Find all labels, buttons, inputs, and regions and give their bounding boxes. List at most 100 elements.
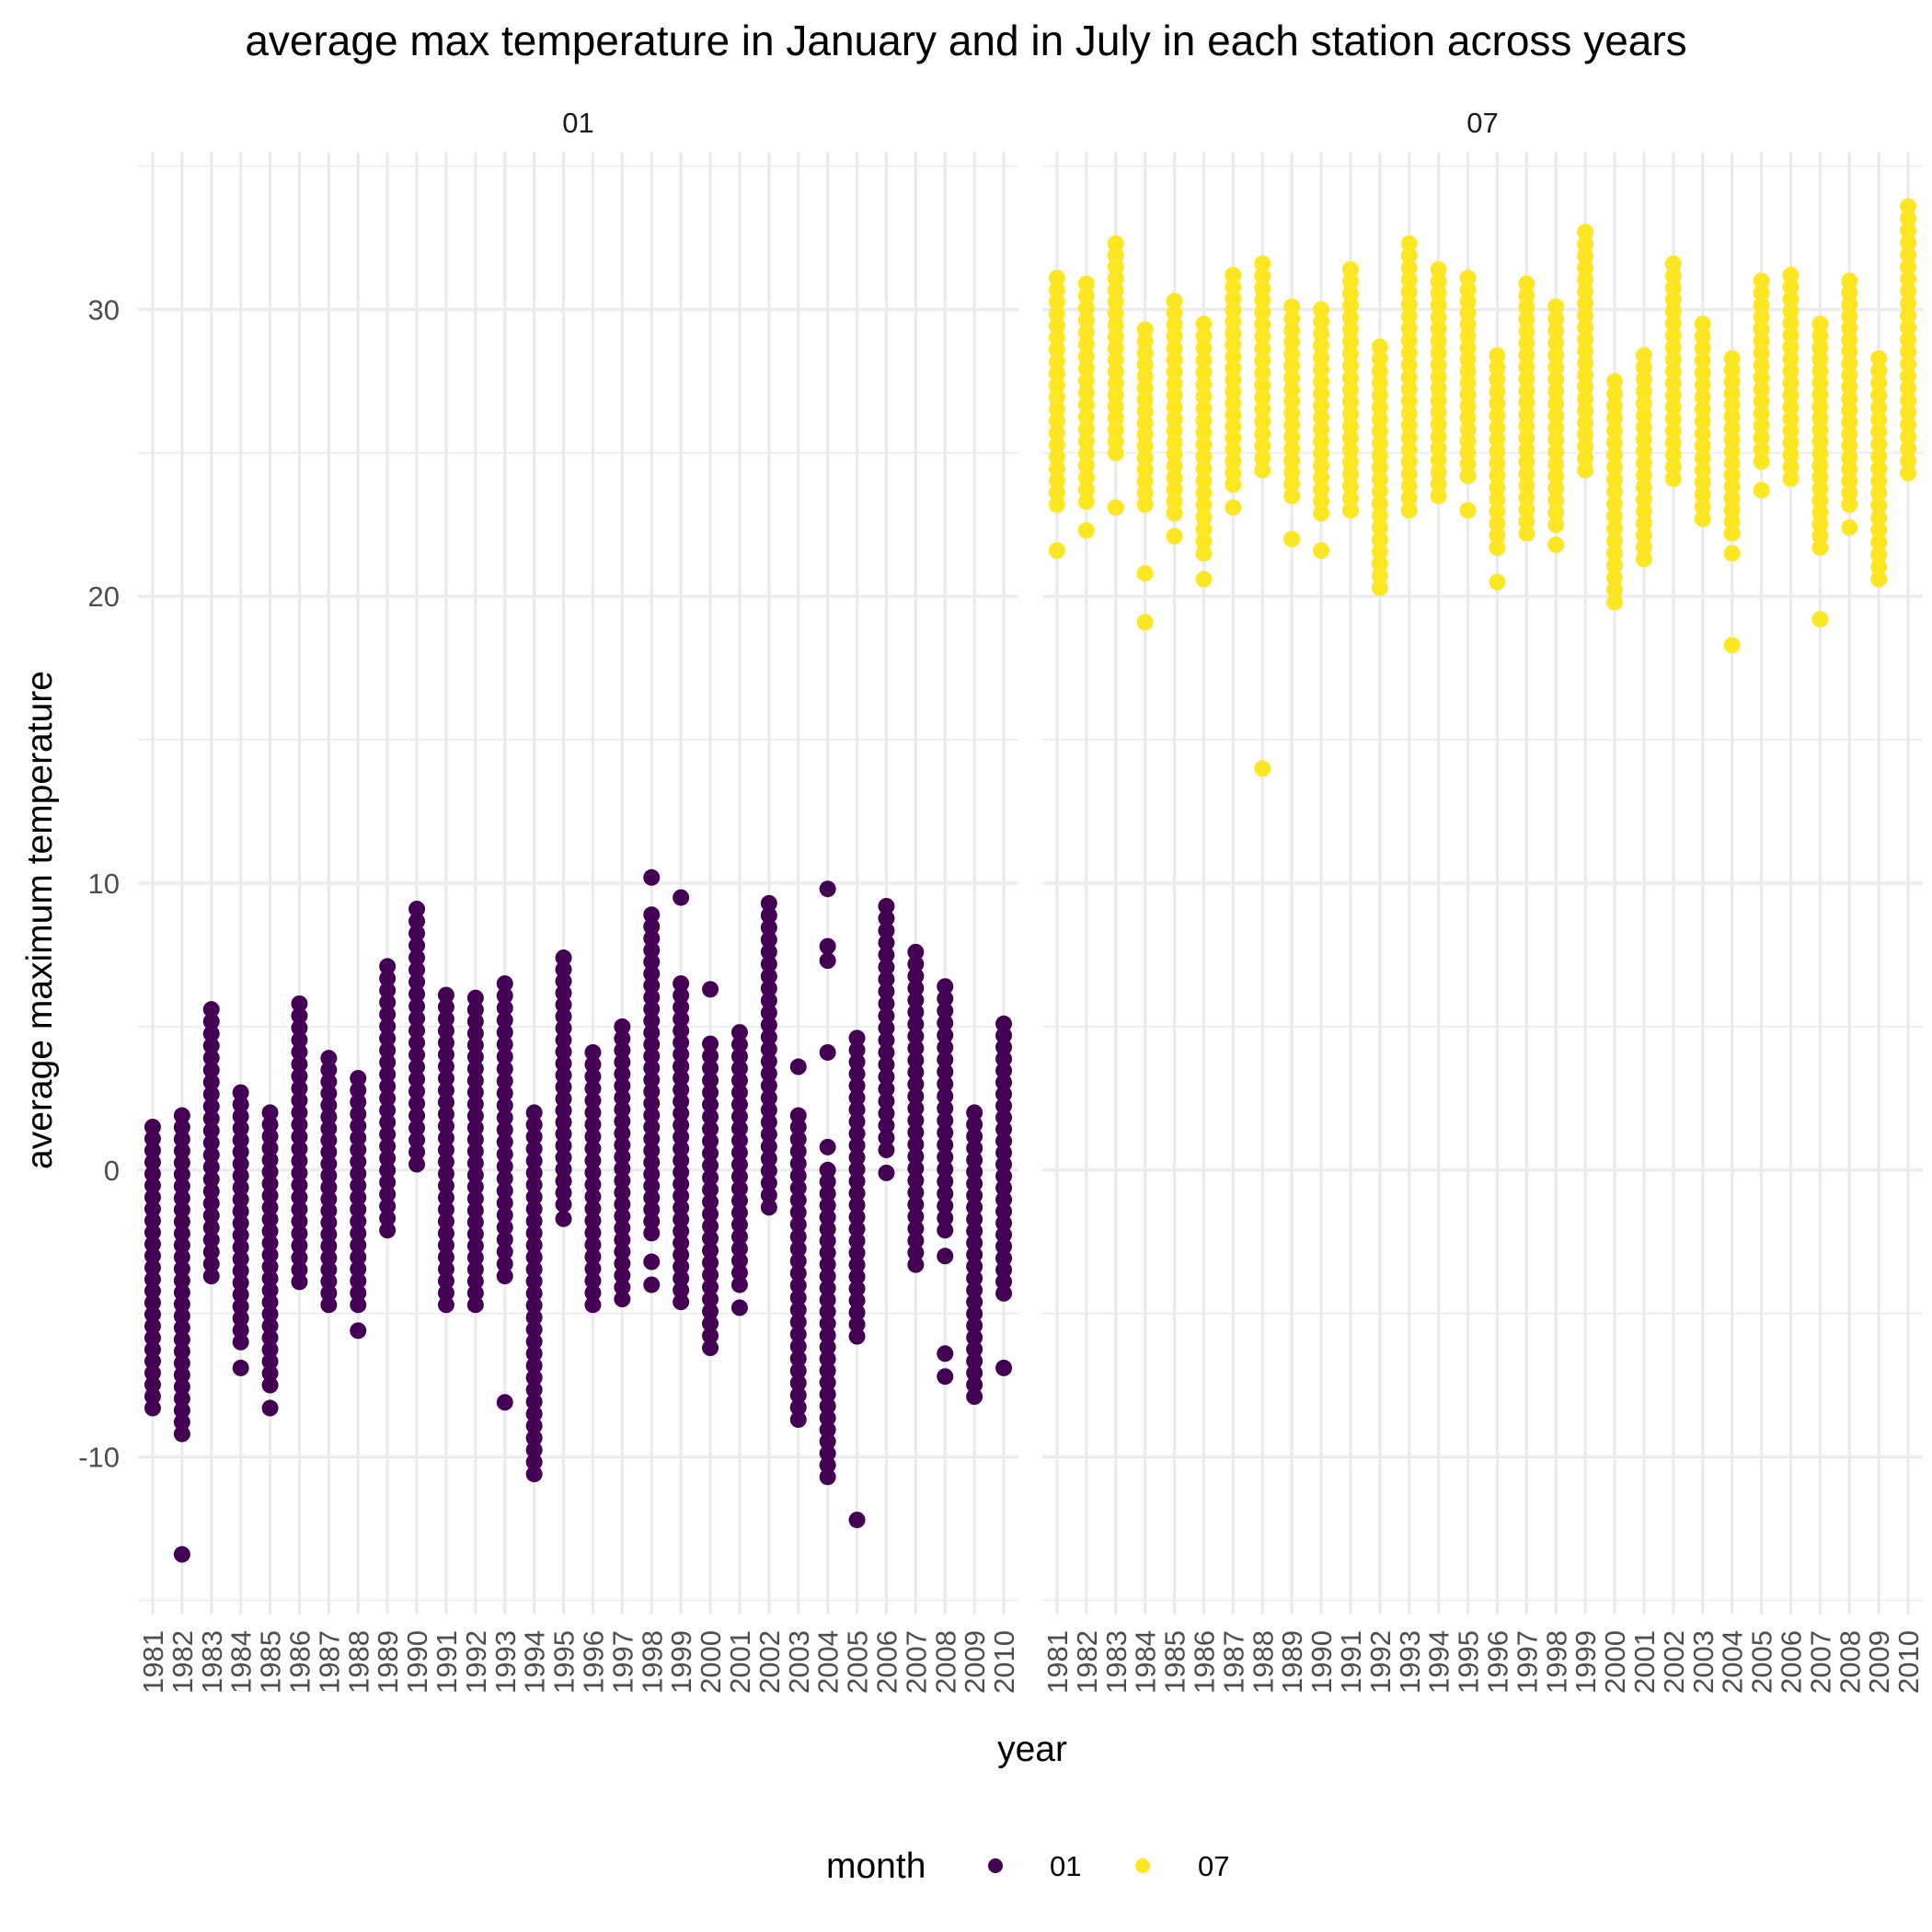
- x-tick-label: 1991: [431, 1630, 463, 1694]
- data-point: [1811, 327, 1829, 344]
- x-tick-label: 2004: [812, 1630, 845, 1694]
- y-tick-label: 0: [104, 1155, 120, 1187]
- data-point: [1782, 291, 1800, 308]
- data-point: [1664, 327, 1682, 344]
- data-point: [673, 1223, 690, 1240]
- data-point: [1166, 481, 1183, 499]
- data-point: [1225, 418, 1242, 435]
- data-point: [232, 1108, 249, 1125]
- data-point: [584, 1236, 602, 1253]
- data-point: [673, 986, 690, 1004]
- data-point: [437, 1284, 454, 1302]
- data-point: [1635, 359, 1652, 376]
- data-point: [466, 1096, 484, 1113]
- data-point: [144, 1154, 161, 1171]
- data-point: [555, 1137, 572, 1155]
- data-point: [878, 1141, 895, 1158]
- data-point: [907, 955, 925, 972]
- data-point: [1664, 386, 1682, 404]
- data-point: [1225, 476, 1242, 493]
- x-tick-label: 2010: [988, 1630, 1020, 1694]
- data-point: [320, 1202, 338, 1220]
- data-point: [261, 1352, 279, 1370]
- data-point: [408, 1071, 426, 1088]
- data-point: [1635, 419, 1652, 436]
- data-point: [1518, 346, 1535, 363]
- data-point: [789, 1240, 807, 1258]
- data-point: [584, 1260, 602, 1278]
- data-point: [995, 1062, 1013, 1079]
- data-point: [1753, 308, 1770, 326]
- data-point: [1900, 343, 1917, 361]
- data-point: [789, 1350, 807, 1367]
- data-point: [907, 1111, 925, 1129]
- data-point: [760, 907, 777, 925]
- data-point: [408, 1107, 426, 1124]
- data-point: [995, 1261, 1013, 1279]
- data-point: [525, 1429, 543, 1446]
- data-point: [1635, 454, 1652, 472]
- data-point: [144, 1387, 161, 1405]
- data-point: [1341, 309, 1359, 327]
- data-point: [232, 1250, 249, 1268]
- data-point: [320, 1249, 338, 1267]
- data-point: [173, 1378, 190, 1396]
- data-point: [144, 1259, 161, 1276]
- data-point: [555, 1007, 572, 1025]
- data-point: [1606, 409, 1624, 427]
- data-point: [995, 1109, 1013, 1126]
- data-point: [584, 1272, 602, 1290]
- data-point: [1900, 416, 1917, 433]
- data-point: [878, 1007, 895, 1025]
- data-point: [525, 1405, 543, 1422]
- data-point: [437, 986, 454, 1004]
- data-point: [1870, 435, 1888, 453]
- data-point: [907, 1016, 925, 1033]
- data-point: [1400, 405, 1418, 422]
- data-point: [555, 1172, 572, 1190]
- data-point: [1400, 235, 1418, 252]
- data-point: [320, 1296, 338, 1314]
- data-point: [673, 1034, 690, 1052]
- data-point: [1518, 454, 1535, 471]
- data-point: [1077, 275, 1095, 293]
- data-point: [466, 1001, 484, 1018]
- data-point: [466, 1296, 484, 1314]
- data-point: [437, 1165, 454, 1182]
- data-point: [408, 913, 426, 930]
- data-point: [848, 1113, 866, 1131]
- data-point: [1694, 364, 1711, 382]
- data-point: [350, 1177, 367, 1194]
- data-point: [819, 1444, 836, 1462]
- data-point: [1048, 305, 1065, 323]
- data-point: [673, 1046, 690, 1064]
- data-point: [496, 1219, 513, 1236]
- data-point: [673, 1164, 690, 1181]
- data-point: [584, 1043, 602, 1061]
- data-point: [1577, 402, 1594, 420]
- data-point: [907, 1196, 925, 1213]
- data-point: [1606, 471, 1624, 489]
- data-point: [1400, 477, 1418, 495]
- data-point: [702, 1278, 719, 1295]
- data-point: [320, 1225, 338, 1243]
- data-point: [261, 1340, 279, 1358]
- data-point: [291, 1128, 308, 1145]
- data-point: [937, 1197, 954, 1214]
- data-point: [1166, 422, 1183, 440]
- data-point: [1841, 295, 1858, 313]
- data-point: [1547, 322, 1565, 339]
- data-point: [173, 1213, 190, 1230]
- data-point: [261, 1104, 279, 1121]
- data-point: [202, 1268, 220, 1285]
- data-point: [878, 983, 895, 1000]
- data-point: [1489, 443, 1506, 460]
- data-point: [1077, 397, 1095, 414]
- data-point: [144, 1142, 161, 1159]
- data-point: [350, 1081, 367, 1098]
- data-point: [673, 1058, 690, 1075]
- data-point: [1107, 499, 1124, 516]
- data-point: [1841, 331, 1858, 349]
- data-point: [1518, 500, 1535, 518]
- data-point: [1900, 355, 1917, 373]
